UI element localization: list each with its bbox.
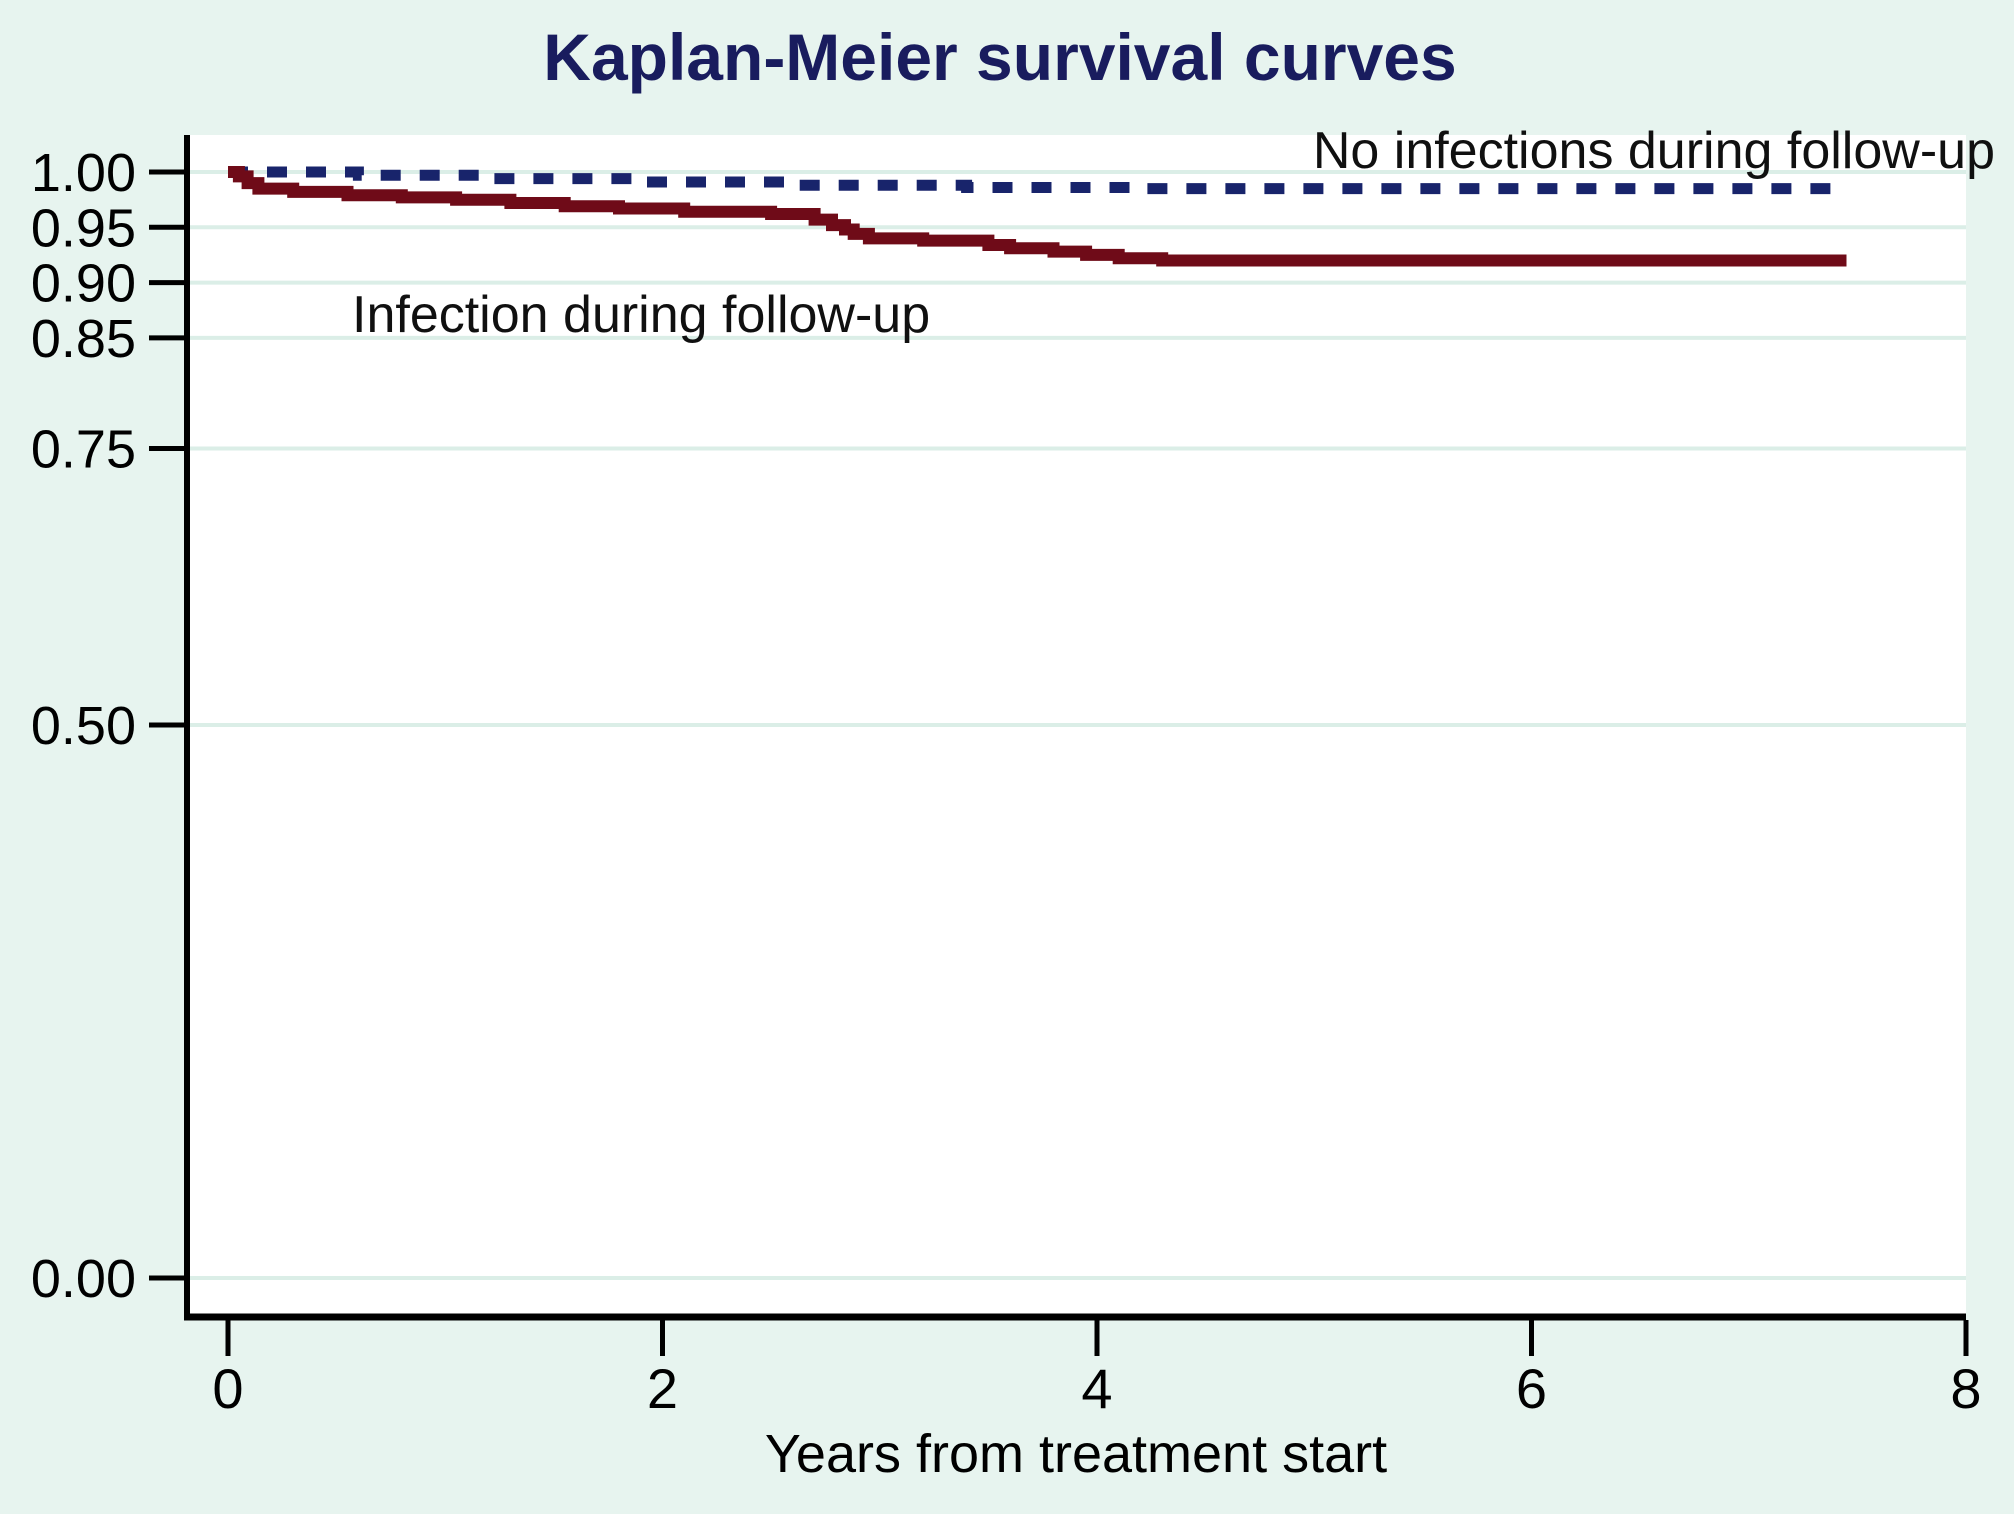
annotation-no-infection-label: No infections during follow-up <box>1313 122 1995 180</box>
x-tick-label: 4 <box>1081 1357 1112 1420</box>
x-axis-ticks <box>225 1320 1969 1356</box>
series-no-infection-line <box>228 166 1847 195</box>
x-tick-label: 6 <box>1516 1357 1547 1420</box>
y-axis-tick-labels: 1.000.950.900.85 0.75 0.50 0.00 <box>31 143 136 1309</box>
x-tick-label: 2 <box>647 1357 678 1420</box>
series-infection-line <box>228 166 1847 267</box>
y-tick-label: 0.50 <box>31 696 136 756</box>
y-tick-label: 0.90 <box>31 254 136 314</box>
x-axis-title: Years from treatment start <box>765 1424 1387 1484</box>
annotation-infection-label: Infection during follow-up <box>352 286 930 344</box>
chart-title: Kaplan-Meier survival curves <box>543 20 1456 94</box>
y-tick-label: 0.75 <box>31 420 136 480</box>
y-axis-ticks <box>149 169 184 1281</box>
y-tick-label: 0.95 <box>31 198 136 258</box>
y-tick-label: 0.00 <box>31 1249 136 1309</box>
x-axis: 0 2 4 6 8 <box>184 1313 1982 1420</box>
y-tick-label: 1.00 <box>31 143 136 203</box>
x-tick-label: 0 <box>212 1357 243 1420</box>
y-axis: 1.000.950.900.85 0.75 0.50 0.00 <box>31 135 190 1317</box>
gridlines <box>190 170 1966 1280</box>
x-axis-tick-labels: 0 2 4 6 8 <box>212 1357 1981 1420</box>
x-tick-label: 8 <box>1950 1357 1981 1420</box>
y-tick-label: 0.85 <box>31 309 136 369</box>
